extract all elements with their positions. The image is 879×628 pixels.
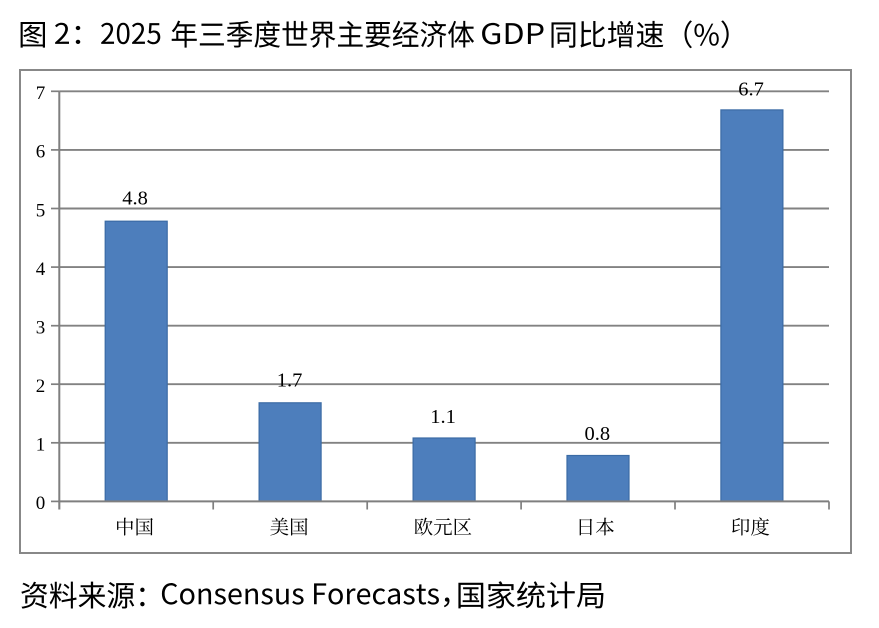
svg-text:1.7: 1.7 xyxy=(277,370,303,392)
svg-text:3: 3 xyxy=(36,318,46,339)
svg-text:0: 0 xyxy=(36,493,46,514)
svg-text:0.8: 0.8 xyxy=(584,423,610,445)
svg-text:6.7: 6.7 xyxy=(738,79,764,101)
svg-text:6: 6 xyxy=(36,142,46,163)
svg-text:7: 7 xyxy=(36,83,46,104)
svg-text:4.8: 4.8 xyxy=(122,188,148,210)
svg-text:5: 5 xyxy=(36,200,46,221)
svg-text:1.1: 1.1 xyxy=(430,406,456,428)
svg-text:2: 2 xyxy=(36,376,46,397)
svg-text:4: 4 xyxy=(36,259,46,280)
svg-text:1: 1 xyxy=(36,435,46,456)
